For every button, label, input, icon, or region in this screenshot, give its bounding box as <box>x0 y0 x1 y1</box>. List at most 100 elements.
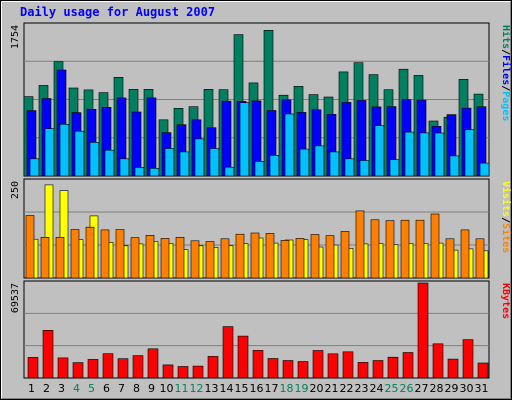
x-tick-label-day-1: 1 <box>28 382 35 395</box>
x-tick-label-day-2: 2 <box>43 382 50 395</box>
legend-hits: Hits/Files/Pages <box>500 25 512 121</box>
x-tick-label-day-6: 6 <box>103 382 110 395</box>
bar-kbytes-day-15 <box>237 335 249 379</box>
x-tick-label-day-5: 5 <box>88 382 95 395</box>
bar-pages-day-5 <box>89 142 100 177</box>
bar-kbytes-day-20 <box>312 350 324 379</box>
bar-kbytes-day-13 <box>207 356 219 379</box>
bar-sites-day-14 <box>220 238 230 279</box>
x-tick-label-day-11: 11 <box>175 382 189 395</box>
bar-sites-day-21 <box>325 235 335 279</box>
bar-kbytes-day-17 <box>267 358 279 379</box>
x-tick-label-day-28: 28 <box>430 382 444 395</box>
x-tick-label-day-14: 14 <box>220 382 234 395</box>
legend-separator: / <box>500 85 511 91</box>
y-max-label-visits: 250 <box>10 181 21 199</box>
bar-kbytes-day-28 <box>432 343 444 379</box>
bar-kbytes-day-12 <box>192 365 204 379</box>
bar-kbytes-day-19 <box>297 361 309 379</box>
bar-sites-day-4 <box>70 229 80 279</box>
legend-files: Files <box>500 55 512 85</box>
x-tick-label-day-16: 16 <box>250 382 264 395</box>
bar-sites-day-17 <box>265 233 275 279</box>
legend-visits: Visits <box>500 181 512 217</box>
bar-pages-day-15 <box>239 102 250 177</box>
bar-sites-day-28 <box>430 213 440 279</box>
x-tick-label-day-18: 18 <box>280 382 294 395</box>
bar-pages-day-13 <box>209 148 220 177</box>
bar-sites-day-10 <box>160 238 170 279</box>
bar-sites-day-11 <box>175 237 185 279</box>
bar-sites-day-22 <box>340 231 350 279</box>
bar-kbytes-day-5 <box>87 359 99 379</box>
bar-kbytes-day-4 <box>72 362 84 379</box>
x-tick-label-day-26: 26 <box>400 382 414 395</box>
bar-sites-day-13 <box>205 241 215 279</box>
bar-sites-day-15 <box>235 233 245 279</box>
bar-kbytes-day-24 <box>372 360 384 379</box>
bar-sites-day-27 <box>415 219 425 279</box>
x-tick-label-day-8: 8 <box>133 382 140 395</box>
bar-kbytes-day-7 <box>117 358 129 379</box>
bar-pages-day-21 <box>329 151 340 177</box>
legend-sites: Sites <box>500 223 512 253</box>
x-tick-label-day-21: 21 <box>325 382 339 395</box>
bar-pages-day-4 <box>74 130 85 177</box>
bar-kbytes-day-11 <box>177 366 189 379</box>
x-tick-label-day-10: 10 <box>160 382 174 395</box>
bar-pages-day-11 <box>179 151 190 177</box>
bar-pages-day-18 <box>284 113 295 177</box>
x-tick-label-day-20: 20 <box>310 382 324 395</box>
bar-kbytes-day-8 <box>132 355 144 379</box>
x-tick-label-day-19: 19 <box>295 382 309 395</box>
bar-kbytes-day-25 <box>387 356 399 379</box>
legend-kbytes: KBytes <box>500 283 511 319</box>
chart-title: Daily usage for August 2007 <box>20 5 215 19</box>
bar-files-day-8 <box>131 111 142 177</box>
bar-sites-day-6 <box>100 229 110 279</box>
y-max-label-hits: 1754 <box>10 25 21 49</box>
x-tick-label-day-9: 9 <box>148 382 155 395</box>
bar-kbytes-day-3 <box>57 357 69 379</box>
bar-kbytes-day-2 <box>42 329 54 379</box>
bar-pages-day-8 <box>134 167 145 177</box>
bar-kbytes-day-22 <box>342 351 354 379</box>
bar-sites-day-12 <box>190 240 200 279</box>
bar-pages-day-7 <box>119 158 130 177</box>
bar-pages-day-10 <box>164 148 175 177</box>
bar-pages-day-6 <box>104 149 115 177</box>
bar-pages-day-17 <box>269 155 280 177</box>
x-tick-label-day-25: 25 <box>385 382 399 395</box>
bar-sites-day-16 <box>250 232 260 279</box>
bar-files-day-9 <box>146 97 157 177</box>
bar-pages-day-2 <box>44 128 55 177</box>
bar-pages-day-31 <box>479 162 490 177</box>
bar-kbytes-day-30 <box>462 339 474 379</box>
bar-pages-day-29 <box>449 155 460 177</box>
x-tick-label-day-31: 31 <box>475 382 489 395</box>
bar-kbytes-day-18 <box>282 360 294 379</box>
bar-pages-day-25 <box>389 159 400 177</box>
x-tick-label-day-23: 23 <box>355 382 369 395</box>
x-axis: 1 2 3 4 5 6 7 8 9 10 11 12 13 14 15 16 17 18 19 20 21 22 23 24 2… <box>28 382 489 395</box>
legend-hits: Hits <box>500 25 512 49</box>
bar-sites-day-5 <box>85 226 95 279</box>
x-tick-label-day-4: 4 <box>73 382 80 395</box>
bar-pages-day-14 <box>224 166 235 177</box>
legend-separator: / <box>500 49 511 55</box>
x-tick-label-day-22: 22 <box>340 382 354 395</box>
panel-visits: 250 Visits/Sites <box>10 178 512 279</box>
y-max-label-kbytes: 69537 <box>10 283 21 313</box>
bar-kbytes-day-9 <box>147 348 159 379</box>
bar-pages-day-20 <box>314 145 325 177</box>
bar-pages-day-30 <box>464 129 475 177</box>
bar-pages-day-19 <box>299 148 310 177</box>
legend-visits: Visits/Sites <box>500 181 512 253</box>
bar-kbytes-day-26 <box>402 352 414 379</box>
bar-sites-day-29 <box>445 238 455 279</box>
x-tick-label-day-30: 30 <box>460 382 474 395</box>
x-tick-label-day-24: 24 <box>370 382 384 395</box>
bar-kbytes-day-21 <box>327 353 339 379</box>
bar-pages-day-9 <box>149 168 160 177</box>
bar-pages-day-12 <box>194 138 205 177</box>
